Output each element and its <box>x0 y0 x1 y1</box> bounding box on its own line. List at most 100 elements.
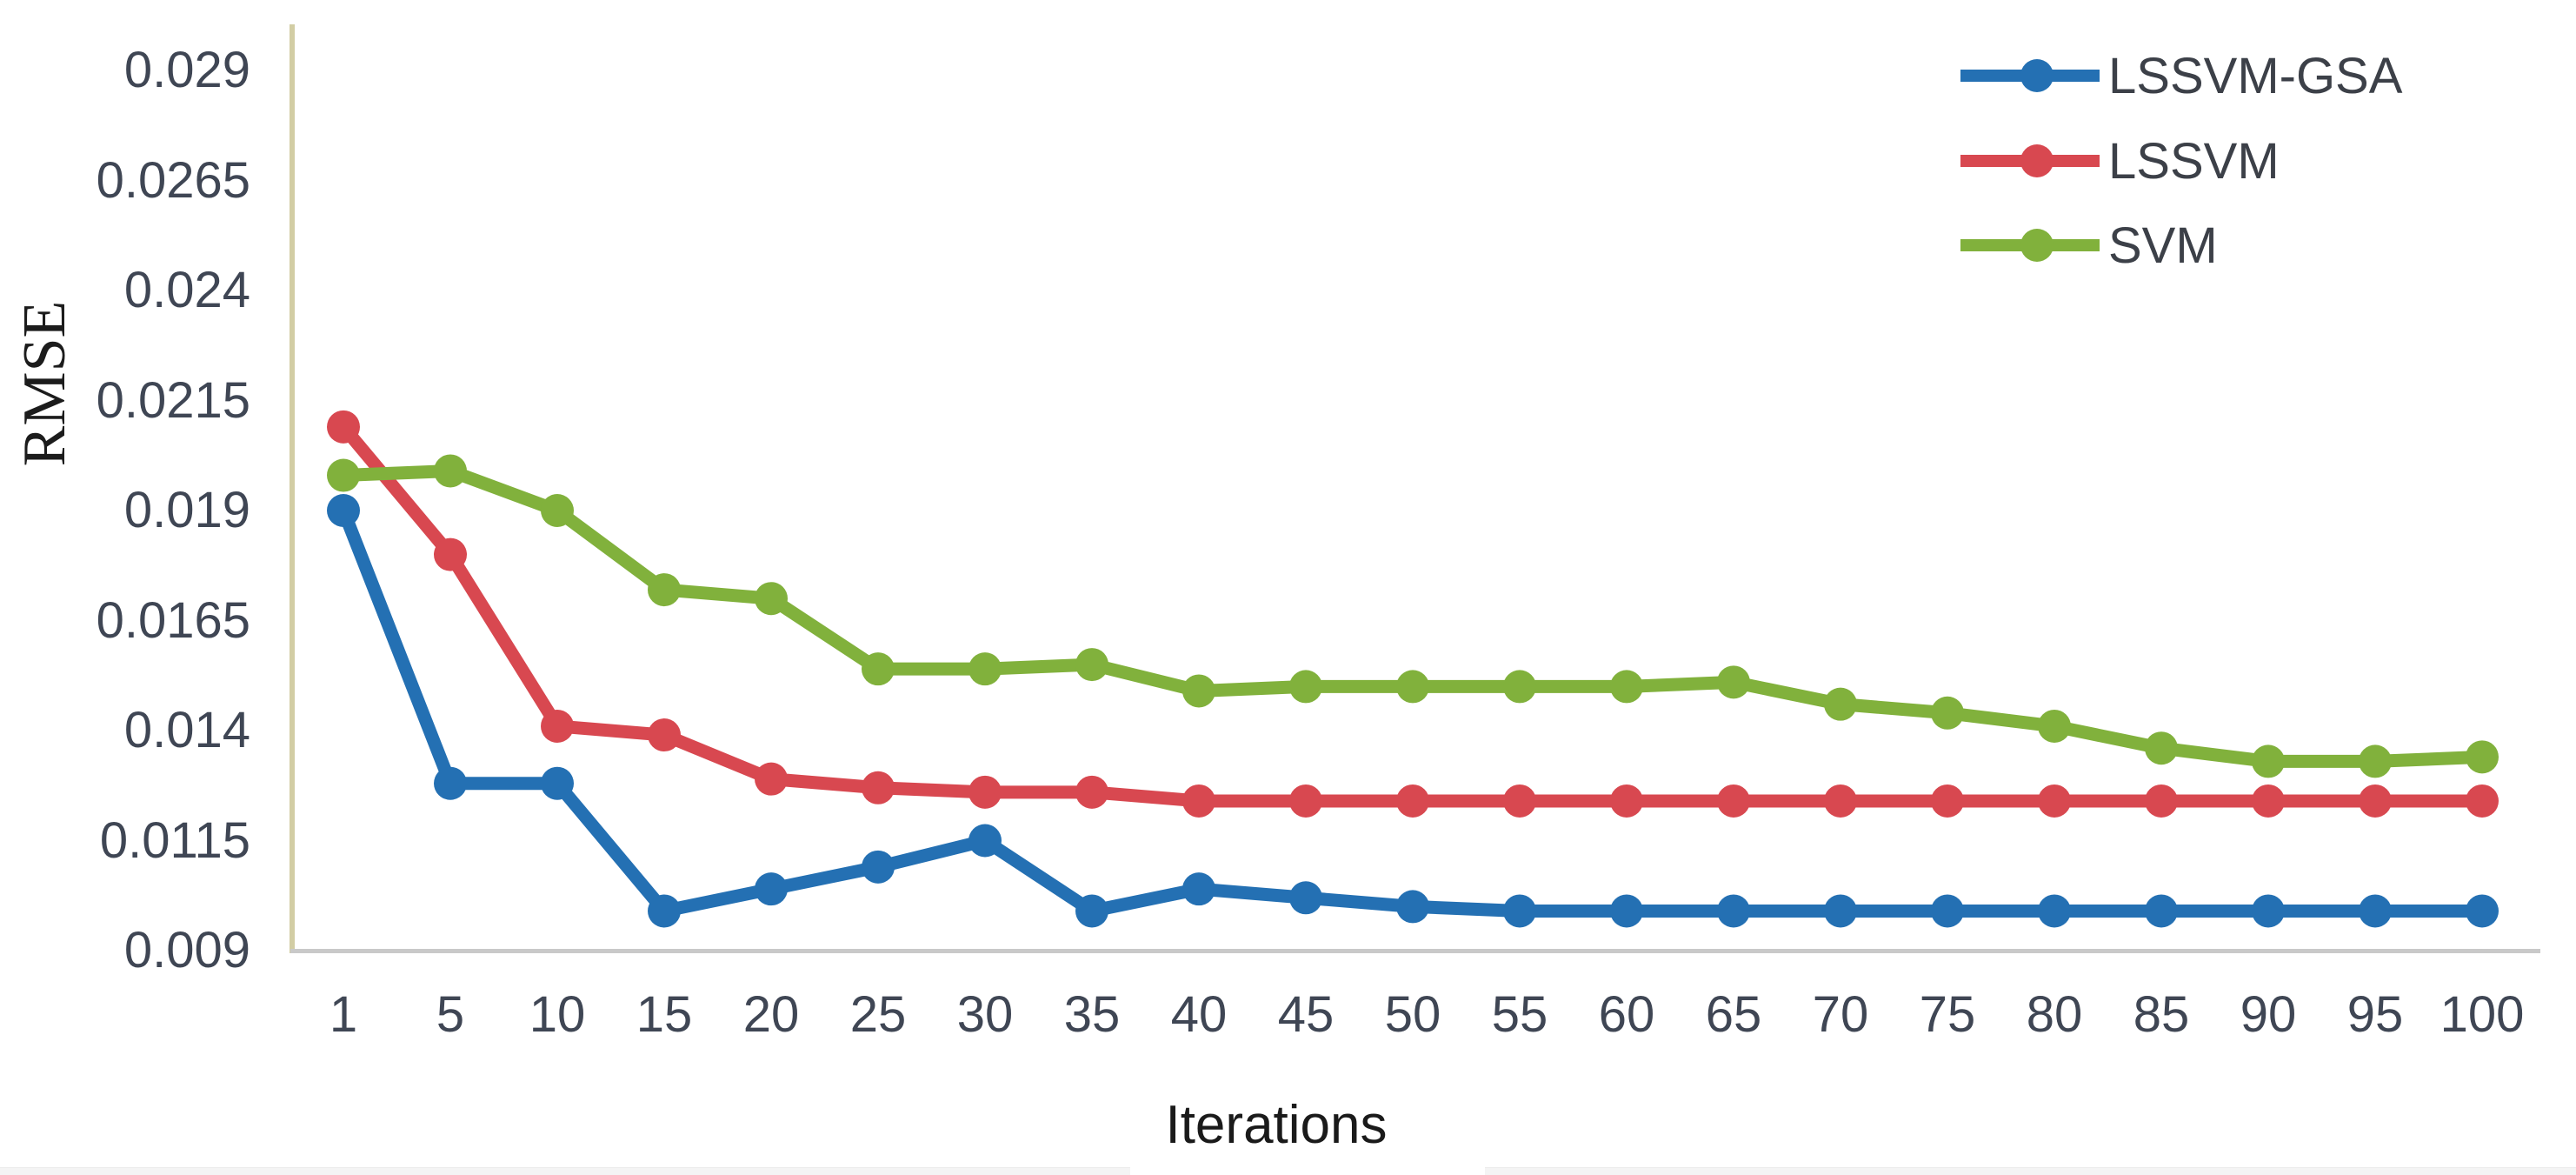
data-point-lssvm-gsa-50 <box>1396 890 1429 924</box>
data-point-lssvm-gsa-30 <box>968 824 1002 858</box>
data-point-lssvm-gsa-60 <box>1610 894 1643 928</box>
x-tick-label: 40 <box>1170 986 1228 1043</box>
data-point-svm-85 <box>2145 731 2178 765</box>
legend-item-lssvm-gsa: LSSVM-GSA <box>1960 37 2402 115</box>
y-axis-title: RMSE <box>11 300 78 467</box>
y-tick-label: 0.0115 <box>99 811 250 869</box>
data-point-lssvm-gsa-10 <box>541 766 574 800</box>
data-point-svm-10 <box>541 494 574 527</box>
data-point-lssvm-90 <box>2252 784 2285 818</box>
y-tick-label: 0.009 <box>123 922 250 978</box>
data-point-svm-100 <box>2466 740 2499 774</box>
data-point-lssvm-gsa-100 <box>2466 894 2499 928</box>
data-point-lssvm-gsa-90 <box>2252 894 2285 928</box>
data-point-lssvm-gsa-20 <box>755 872 788 906</box>
x-tick-label: 15 <box>636 986 693 1043</box>
data-point-lssvm-55 <box>1503 784 1536 818</box>
data-point-lssvm-gsa-55 <box>1503 894 1536 928</box>
data-point-lssvm-20 <box>755 762 788 796</box>
y-tick-label: 0.0265 <box>96 151 250 209</box>
legend-item-lssvm: LSSVM <box>1960 122 2280 200</box>
data-point-svm-40 <box>1182 674 1215 708</box>
legend-marker-icon <box>1960 59 2100 92</box>
data-point-svm-15 <box>648 573 681 607</box>
data-point-svm-90 <box>2252 744 2285 778</box>
data-point-svm-65 <box>1717 665 1750 699</box>
data-point-lssvm-gsa-85 <box>2145 894 2178 928</box>
legend-label: SVM <box>2108 217 2218 274</box>
x-tick-label: 80 <box>2026 986 2083 1043</box>
x-tick-label: 30 <box>956 986 1014 1043</box>
legend-dot <box>2020 229 2053 262</box>
bottom-crop-artifact-left <box>0 1167 1130 1175</box>
data-point-svm-95 <box>2359 744 2392 778</box>
data-point-lssvm-50 <box>1396 784 1429 818</box>
x-tick-label: 10 <box>529 986 586 1043</box>
data-point-lssvm-gsa-70 <box>1824 894 1857 928</box>
data-point-lssvm-gsa-35 <box>1075 894 1108 928</box>
x-axis-title: Iterations <box>1165 1095 1388 1155</box>
data-point-lssvm-45 <box>1289 784 1322 818</box>
data-point-svm-45 <box>1289 670 1322 704</box>
data-point-svm-30 <box>968 652 1002 686</box>
data-point-svm-60 <box>1610 670 1643 704</box>
x-tick-label: 35 <box>1063 986 1121 1043</box>
data-point-svm-1 <box>327 458 360 492</box>
y-tick-label: 0.0215 <box>96 371 250 429</box>
data-point-lssvm-gsa-1 <box>327 494 360 527</box>
data-point-lssvm-30 <box>968 775 1002 809</box>
series-line-lssvm-gsa <box>336 504 2489 918</box>
y-tick-label: 0.0165 <box>96 591 250 649</box>
data-point-lssvm-1 <box>327 410 360 444</box>
data-point-lssvm-gsa-15 <box>648 894 681 928</box>
x-tick-label: 45 <box>1277 986 1335 1043</box>
legend-dot <box>2020 144 2053 177</box>
data-point-svm-5 <box>434 454 467 488</box>
x-tick-label: 20 <box>742 986 800 1043</box>
x-tick-label: 65 <box>1705 986 1762 1043</box>
data-point-lssvm-40 <box>1182 784 1215 818</box>
data-point-svm-35 <box>1075 648 1108 682</box>
legend-marker-icon <box>1960 229 2100 262</box>
x-tick-label: 25 <box>849 986 907 1043</box>
data-point-lssvm-60 <box>1610 784 1643 818</box>
data-point-lssvm-25 <box>862 771 895 804</box>
legend-dot <box>2020 59 2053 92</box>
data-point-lssvm-gsa-25 <box>862 850 895 884</box>
x-tick-label: 55 <box>1491 986 1548 1043</box>
data-point-lssvm-75 <box>1931 784 1964 818</box>
data-point-lssvm-80 <box>2038 784 2071 818</box>
data-point-lssvm-100 <box>2466 784 2499 818</box>
x-tick-label: 100 <box>2440 986 2525 1043</box>
data-point-svm-50 <box>1396 670 1429 704</box>
x-tick-label: 95 <box>2346 986 2404 1043</box>
data-point-lssvm-10 <box>541 709 574 743</box>
legend-label: LSSVM-GSA <box>2108 47 2403 104</box>
data-point-lssvm-95 <box>2359 784 2392 818</box>
data-point-lssvm-gsa-75 <box>1931 894 1964 928</box>
x-tick-label: 50 <box>1384 986 1441 1043</box>
data-point-lssvm-15 <box>648 718 681 752</box>
y-tick-label: 0.024 <box>123 262 250 318</box>
data-point-lssvm-gsa-5 <box>434 766 467 800</box>
y-tick-label: 0.014 <box>123 702 250 758</box>
x-tick-label: 75 <box>1919 986 1976 1043</box>
data-point-lssvm-gsa-65 <box>1717 894 1750 928</box>
legend-marker-icon <box>1960 144 2100 177</box>
bottom-crop-artifact-right <box>1485 1167 2576 1175</box>
legend-label: LSSVM <box>2108 132 2280 190</box>
series-line-svm <box>336 464 2489 768</box>
x-tick-label: 90 <box>2240 986 2297 1043</box>
data-point-svm-20 <box>755 582 788 616</box>
x-tick-label: 85 <box>2133 986 2190 1043</box>
data-point-svm-55 <box>1503 670 1536 704</box>
data-point-svm-80 <box>2038 709 2071 743</box>
data-point-lssvm-35 <box>1075 775 1108 809</box>
x-tick-label: 1 <box>329 986 358 1043</box>
y-tick-label: 0.019 <box>123 482 250 538</box>
x-tick-label: 5 <box>436 986 465 1043</box>
data-point-lssvm-5 <box>434 537 467 571</box>
data-point-svm-75 <box>1931 696 1964 730</box>
data-point-lssvm-gsa-95 <box>2359 894 2392 928</box>
